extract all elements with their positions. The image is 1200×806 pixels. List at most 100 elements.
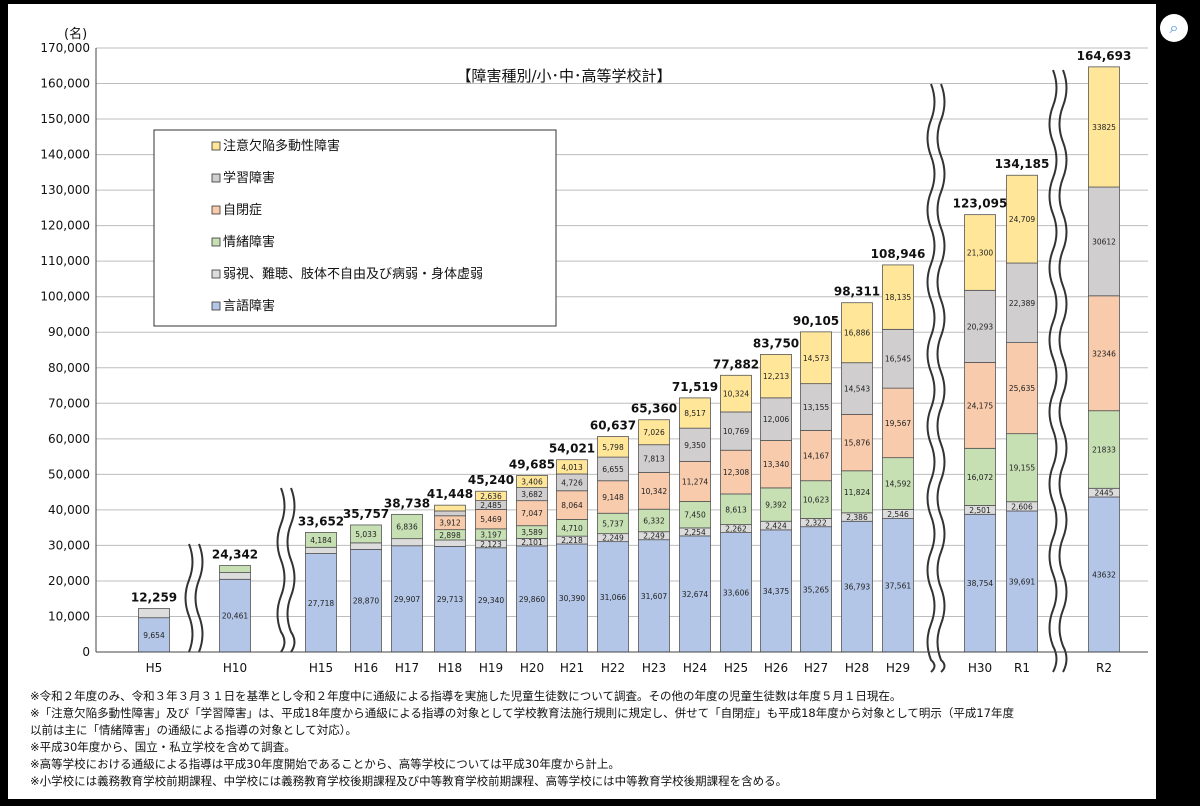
segment-label: 6,836 (396, 523, 418, 532)
total-label: 90,105 (793, 314, 839, 328)
segment-label: 2,254 (684, 528, 706, 537)
legend-label: 自閉症 (223, 203, 262, 218)
x-tick-label: H20 (520, 661, 544, 675)
bar-segment (720, 493, 752, 525)
segment-label: 18,135 (885, 293, 911, 302)
y-tick-label: 130,000 (40, 183, 90, 197)
segment-label: 6,332 (643, 516, 665, 525)
segment-label: 10,342 (641, 487, 667, 496)
y-tick-label: 70,000 (48, 396, 90, 410)
segment-label: 9,392 (765, 501, 787, 510)
bar-segment (679, 427, 711, 462)
axis-break-marks (184, 69, 1068, 673)
bar-segment (841, 413, 873, 472)
bar-segment (350, 542, 382, 550)
segment-label: 2,249 (602, 534, 624, 543)
segment-label: 9,148 (602, 493, 624, 502)
segment-label: 21833 (1092, 446, 1116, 455)
total-label: 71,519 (672, 380, 718, 394)
x-tick-label: H22 (601, 661, 625, 675)
bar-segment (760, 529, 792, 653)
bar-segment (679, 460, 711, 502)
y-axis-unit-label: (名) (64, 26, 87, 42)
segment-label: 29,860 (519, 595, 545, 604)
axis-break-mark (936, 83, 946, 673)
y-tick-label: 120,000 (40, 219, 90, 233)
y-tick-label: 60,000 (48, 432, 90, 446)
x-tick-label: R1 (1014, 661, 1030, 675)
y-tick-label: 20,000 (48, 574, 90, 588)
bar-segment (800, 526, 832, 653)
axis-break-mark (1048, 69, 1058, 673)
bar-segment (350, 524, 382, 544)
footnote-line: 以前は主に「情緒障害」の通級による指導の対象として対応）。 (30, 723, 358, 737)
segment-label: 2,249 (643, 532, 665, 541)
segment-label: 14,543 (844, 385, 870, 394)
y-tick-label: 110,000 (40, 254, 90, 268)
segment-label: 28,870 (353, 597, 379, 606)
total-label: 123,095 (953, 197, 1008, 211)
total-label: 98,311 (834, 285, 880, 299)
segment-label: 33,606 (723, 588, 749, 597)
segment-label: 36,793 (844, 583, 870, 592)
total-label: 49,685 (509, 457, 555, 471)
bar-segment (556, 459, 588, 475)
legend-swatch (211, 205, 221, 215)
footnote-line: ※平成30年度から、国立・私立学校を含めて調査。 (30, 740, 296, 754)
segment-label: 37,561 (885, 581, 911, 590)
x-tick-label: H21 (560, 661, 584, 675)
segment-label: 4,013 (561, 463, 583, 472)
segment-label: 5,798 (602, 443, 624, 452)
bar-segment (638, 444, 670, 473)
y-tick-label: 80,000 (48, 361, 90, 375)
segment-label: 9,350 (684, 441, 706, 450)
segment-label: 2,424 (765, 522, 787, 531)
x-tick-label: H15 (309, 661, 333, 675)
bars (138, 66, 1120, 653)
segment-label: 38,754 (967, 579, 993, 588)
bar-segment (516, 545, 548, 653)
footnotes: ※令和２年度のみ、令和３年３月３１日を基準とし令和２年度中に通級による指導を実施… (30, 688, 1160, 790)
segment-label: 4,726 (561, 478, 583, 487)
segment-label: 29,713 (437, 595, 463, 604)
bar-segment (1006, 174, 1038, 264)
legend-label: 言語障害 (223, 298, 275, 314)
y-tick-label: 100,000 (40, 290, 90, 304)
visual-search-icon[interactable]: ⌕ (1160, 14, 1188, 42)
footnote-line: ※令和２年度のみ、令和３年３月３１日を基準とし令和２年度中に通級による指導を実施… (30, 689, 902, 703)
bar-segment (434, 510, 466, 517)
legend: 注意欠陥多動性障害学習障害自閉症情緒障害弱視、難聴、肢体不自由及び病弱・身体虚弱… (153, 129, 557, 327)
segment-label: 3,912 (439, 519, 461, 528)
segment-label: 32,674 (682, 590, 708, 599)
segment-label: 2,501 (969, 506, 991, 515)
segment-label: 16,072 (967, 473, 993, 482)
segment-label: 13,155 (803, 403, 829, 412)
bar-segment (679, 501, 711, 529)
x-tick-label: H25 (724, 661, 748, 675)
bar-segment (434, 539, 466, 547)
segment-label: 8,064 (561, 501, 583, 510)
total-label: 24,342 (212, 548, 258, 562)
segment-label: 24,175 (967, 401, 993, 410)
segment-label: 16,545 (885, 355, 911, 364)
bar-segment (516, 500, 548, 527)
total-label: 35,757 (343, 507, 389, 521)
bar-segment (138, 608, 170, 619)
segment-label: 14,592 (885, 480, 911, 489)
segment-label: 13,340 (763, 460, 789, 469)
total-label: 60,637 (590, 419, 636, 433)
y-tick-label: 160,000 (40, 77, 90, 91)
total-label: 65,360 (631, 402, 677, 416)
segment-label: 43632 (1092, 570, 1116, 579)
segment-label: 35,265 (803, 585, 829, 594)
segment-label: 7,026 (643, 428, 665, 437)
x-tick-label: H10 (223, 661, 247, 675)
bar-segment (138, 617, 170, 653)
bar-segment (597, 541, 629, 653)
total-labels: 12,259 24,342 33,65235,75738,73841,44845,2… (131, 49, 1131, 605)
bar-segment (434, 504, 466, 512)
segment-label: 8,517 (684, 409, 706, 418)
segment-label: 2,485 (480, 501, 502, 510)
bar-segment (1006, 433, 1038, 503)
segment-label: 34,375 (763, 587, 789, 596)
